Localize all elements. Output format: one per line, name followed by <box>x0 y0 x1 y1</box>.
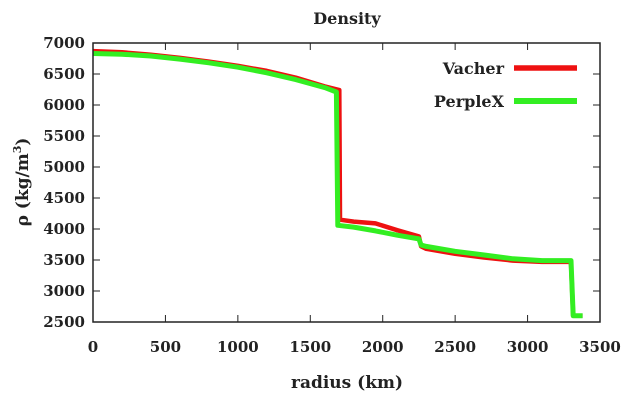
y-tick-label: 3000 <box>43 282 85 300</box>
y-axis: 2500 3000 3500 4000 4500 5000 5500 6000 6500 7000 <box>43 34 600 331</box>
y-tick-label: 3500 <box>43 251 85 269</box>
x-tick-label: 3000 <box>507 338 549 356</box>
legend-label-vacher: Vacher <box>442 59 505 78</box>
x-axis-title: radius (km) <box>291 373 403 393</box>
y-tick-label: 4000 <box>43 220 85 238</box>
x-tick-label: 2500 <box>434 338 476 356</box>
x-tick-label: 500 <box>150 338 181 356</box>
y-axis-title-close: ) <box>13 138 33 146</box>
y-axis-title-sup: 3 <box>11 146 24 154</box>
x-tick-label: 0 <box>88 338 98 356</box>
y-tick-label: 2500 <box>43 313 85 331</box>
y-tick-label: 7000 <box>43 34 85 52</box>
x-axis: 0 500 1000 1500 2000 2500 3000 3500 <box>88 43 621 356</box>
y-tick-label: 6500 <box>43 65 85 83</box>
x-tick-label: 1500 <box>289 338 331 356</box>
plot-frame <box>92 42 601 323</box>
y-axis-title-base: ρ (kg/m <box>13 153 33 226</box>
x-tick-label: 1000 <box>217 338 259 356</box>
legend: Vacher PerpleX <box>434 59 577 111</box>
y-tick-label: 5500 <box>43 127 85 145</box>
series-line-perplex <box>92 51 583 319</box>
y-tick-label: 4500 <box>43 189 85 207</box>
chart-title: Density <box>313 9 381 28</box>
y-tick-label: 6000 <box>43 96 85 114</box>
legend-label-perplex: PerpleX <box>434 92 505 111</box>
x-tick-label: 2000 <box>362 338 404 356</box>
y-tick-label: 5000 <box>43 158 85 176</box>
x-tick-label: 3500 <box>579 338 621 356</box>
y-axis-title: ρ (kg/m3) <box>11 138 33 227</box>
series-lines <box>92 48 583 319</box>
